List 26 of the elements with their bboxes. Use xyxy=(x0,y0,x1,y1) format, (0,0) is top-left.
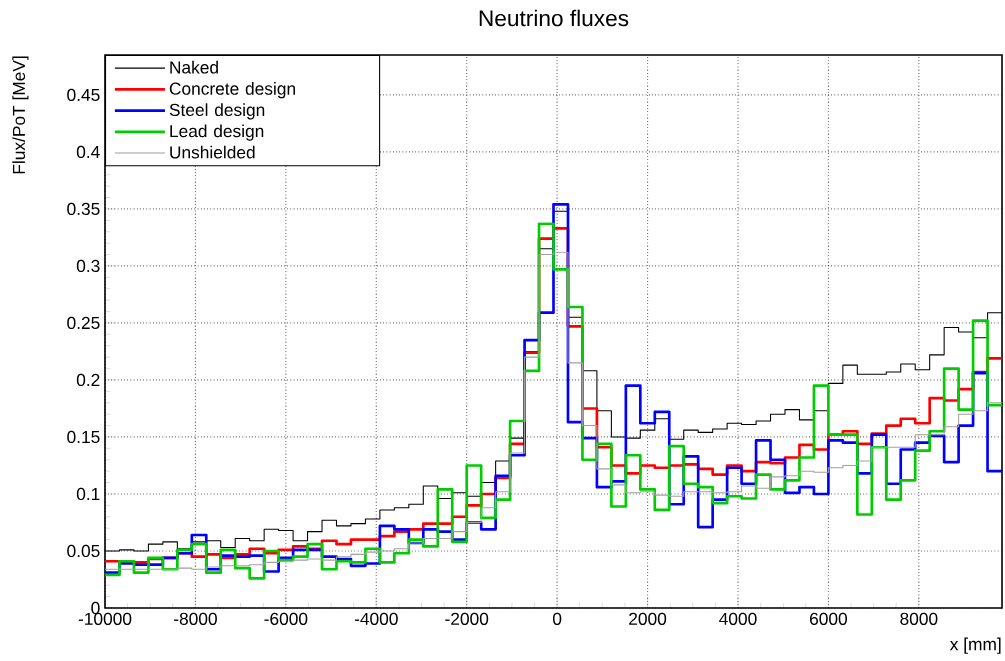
legend-label: Naked xyxy=(170,60,218,74)
legend-label: Concrete design xyxy=(169,82,295,99)
y-tick-label: 0.25 xyxy=(67,316,100,330)
x-tick-label: 6000 xyxy=(810,612,847,625)
x-tick-label: -4000 xyxy=(354,612,398,625)
legend-label: Unshielded xyxy=(170,145,255,159)
x-tick-label: 4000 xyxy=(719,612,757,625)
x-tick-label: 8000 xyxy=(900,612,938,625)
y-tick-label: 0.1 xyxy=(76,487,100,501)
x-tick-label: 2000 xyxy=(629,612,667,625)
y-tick-label: 0.2 xyxy=(76,373,100,387)
x-tick-label: -2000 xyxy=(445,612,489,625)
chart-title: Neutrino fluxes xyxy=(479,9,629,27)
y-axis-title: Flux/PoT [MeV] xyxy=(12,56,29,174)
y-tick-label: 0.15 xyxy=(67,430,100,444)
x-axis-title: x [mm] xyxy=(949,637,1001,654)
x-tick-label: 0 xyxy=(552,612,562,625)
y-tick-label: 0.35 xyxy=(67,202,100,216)
y-tick-label: 0.45 xyxy=(67,88,100,102)
x-tick-label: -8000 xyxy=(174,612,217,625)
y-tick-label: 0.3 xyxy=(76,259,100,273)
legend-label: Steel design xyxy=(169,103,265,120)
y-tick-label: 0.4 xyxy=(76,145,100,159)
y-tick-label: 0.05 xyxy=(67,544,100,558)
x-tick-label: -6000 xyxy=(264,612,308,625)
legend-label: Lead design xyxy=(170,124,264,141)
